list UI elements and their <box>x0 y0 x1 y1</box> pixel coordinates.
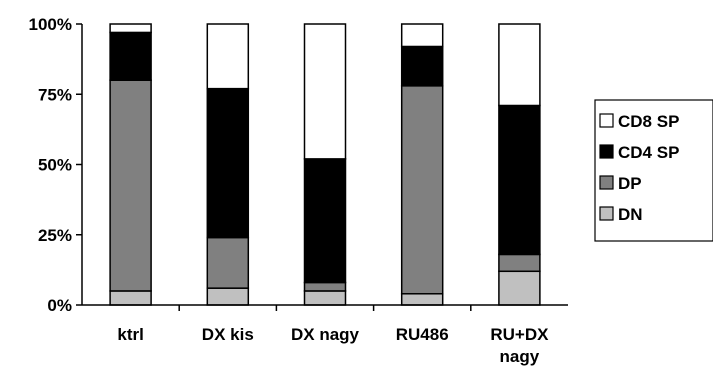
x-tick-label-ru-dx-nagy-line-1: RU+DX <box>490 325 549 344</box>
x-tick-label-ru486: RU486 <box>396 325 449 344</box>
legend-swatch-dn <box>599 206 614 221</box>
x-tick-label-ru-dx-nagy-line-2: nagy <box>500 347 540 366</box>
bar-segment-cd4-sp-dx-kis <box>206 87 250 239</box>
y-tick-label-0: 0% <box>47 296 72 315</box>
y-tick-label-75: 75% <box>38 85 72 104</box>
bar-segment-dp-ru-dx-nagy <box>498 253 541 273</box>
y-tick-label-100: 100% <box>29 15 72 34</box>
legend-swatch-cd4-sp <box>599 144 614 159</box>
legend-swatch-dp <box>599 175 614 190</box>
bar-segment-cd8-sp-dx-nagy <box>303 23 347 160</box>
bar-segment-cd8-sp-dx-kis <box>206 23 250 90</box>
legend-label-cd8-sp: CD8 SP <box>618 112 679 131</box>
bar-segment-dp-ru486 <box>400 85 444 295</box>
x-tick-label-dx-nagy: DX nagy <box>291 325 360 344</box>
bar-segment-dn-dx-kis <box>206 287 250 306</box>
axes: ktrl DX kis DX nagy RU486 RU+DX nagy 0% 25% 50% 7… <box>29 15 568 366</box>
y-tick-label-25: 25% <box>38 226 72 245</box>
bar-segment-cd8-sp-ru-dx-nagy <box>498 23 541 107</box>
legend-label-dn: DN <box>618 205 643 224</box>
bar-segment-dn-ru486 <box>400 293 444 306</box>
bar-segment-cd4-sp-dx-nagy <box>303 158 347 284</box>
bar-segment-dp-ktrl <box>109 79 152 292</box>
bar-segment-dn-ktrl <box>109 290 152 306</box>
y-tick-label-50: 50% <box>38 156 72 175</box>
legend-swatch-cd8-sp <box>599 113 614 128</box>
bar-segment-dp-dx-kis <box>206 236 250 289</box>
bar-segment-cd8-sp-ktrl <box>109 23 152 34</box>
bars-layer <box>109 23 541 306</box>
x-tick-label-dx-kis: DX kis <box>202 325 254 344</box>
bar-segment-cd4-sp-ru486 <box>400 45 444 87</box>
legend: CD8 SP CD4 SP DP DN <box>594 99 713 242</box>
legend-frame <box>594 99 713 242</box>
bar-segment-dp-dx-nagy <box>303 281 347 292</box>
bar-segment-cd8-sp-ru486 <box>400 23 444 48</box>
bar-segment-cd4-sp-ru-dx-nagy <box>498 104 541 256</box>
x-tick-label-ktrl: ktrl <box>117 325 143 344</box>
bar-segment-dn-ru-dx-nagy <box>498 270 541 306</box>
legend-label-dp: DP <box>618 174 642 193</box>
bar-segment-cd4-sp-ktrl <box>109 31 152 81</box>
legend-label-cd4-sp: CD4 SP <box>618 143 679 162</box>
bar-segment-dn-dx-nagy <box>303 290 347 306</box>
